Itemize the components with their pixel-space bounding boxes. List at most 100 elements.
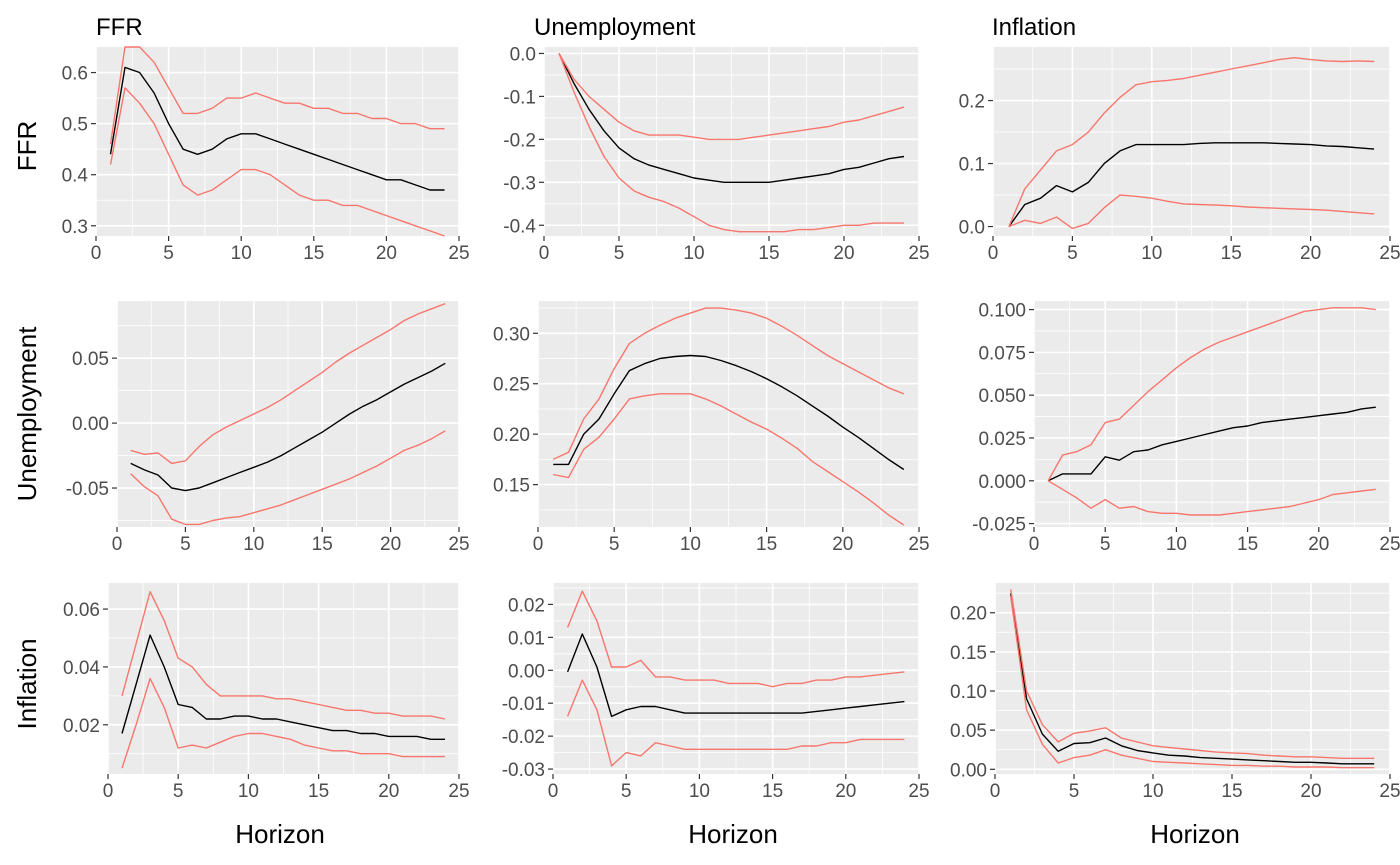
x-tick-label: 0	[91, 243, 102, 264]
x-tick-label: 5	[1069, 781, 1080, 802]
y-tick-label: 0.075	[978, 343, 1026, 364]
lower-band-line-inflation-unemployment	[1047, 480, 1376, 516]
y-tick-label: 0.02	[63, 716, 100, 737]
lower-band-line-ffr-unemployment	[130, 430, 446, 526]
x-tick-label: 10	[683, 243, 704, 264]
x-tick-label: 15	[758, 243, 779, 264]
y-tick-label: 0.01	[508, 628, 545, 649]
y-tick-label: 0.025	[978, 429, 1026, 450]
y-tick-label: -0.03	[502, 760, 545, 781]
y-tick-label: 0.05	[72, 349, 109, 370]
y-tick-label: 0.1	[959, 155, 985, 176]
y-tick-label: 0.00	[950, 760, 987, 781]
x-tick-label: 5	[173, 781, 184, 802]
x-tick-label: 5	[163, 243, 174, 264]
lower-band-line-unemployment-ffr	[558, 53, 904, 233]
panel-inflation-response-inflation: 0 5 10 15 20 25 0.00 0.05 0.10 0.15 0.20	[950, 583, 1400, 802]
panel-inflation-response-ffr: 0 5 10 15 20 25 0.0 0.1 0.2	[959, 47, 1400, 264]
y-tick-label: 0.25	[493, 375, 530, 396]
y-tick-label: 0.10	[950, 682, 987, 703]
panel-ffr-response-inflation: 0 5 10 15 20 25 0.02 0.04 0.06	[63, 583, 470, 802]
row-label-ffr: FFR	[12, 121, 42, 172]
y-tick-label: 0.00	[72, 414, 109, 435]
y-tick-label: 0.000	[978, 472, 1026, 493]
x-tick-label: 5	[614, 243, 625, 264]
x-tick-label: 20	[378, 781, 399, 802]
y-tick-label: 0.04	[63, 658, 100, 679]
lower-band-line-ffr-inflation	[121, 677, 445, 769]
x-tick-label: 20	[832, 534, 853, 555]
estimate-line-unemployment-unemployment	[553, 354, 905, 471]
x-tick-label: 15	[756, 534, 777, 555]
y-tick-label: 0.15	[493, 476, 530, 497]
x-tick-label: 15	[1237, 534, 1258, 555]
column-title-ffr: FFR	[96, 14, 143, 41]
upper-band-line-ffr-inflation	[121, 591, 446, 720]
panel-ffr-response-ffr: 0 5 10 15 20 25 0.3 0.4 0.5 0.6	[62, 46, 470, 264]
x-tick-label: 15	[1221, 781, 1242, 802]
upper-band-line-ffr-unemployment	[130, 302, 446, 465]
x-axis-title-middle: Horizon	[688, 819, 778, 849]
y-tick-label: 0.4	[62, 166, 89, 187]
panel-unemployment-response-inflation: 0 5 10 15 20 25 -0.03 -0.02 -0.01 0.00 0.01 0.02	[502, 583, 930, 802]
upper-band-line-unemployment-inflation	[566, 590, 905, 688]
y-tick-label: 0.15	[950, 643, 987, 664]
y-tick-label: 0.2	[959, 92, 985, 113]
x-tick-label: 5	[1100, 534, 1111, 555]
lower-band-line-ffr-ffr	[109, 87, 445, 237]
x-tick-label: 0	[548, 781, 559, 802]
x-tick-label: 0	[990, 781, 1001, 802]
y-tick-label: -0.3	[503, 173, 536, 194]
y-tick-label: 0.5	[62, 115, 88, 136]
x-tick-label: 0	[103, 781, 114, 802]
y-tick-label: 0.3	[62, 217, 88, 238]
x-tick-label: 0	[539, 243, 550, 264]
lower-band-line-inflation-inflation	[1010, 597, 1375, 769]
estimate-line-unemployment-inflation	[566, 633, 905, 718]
x-tick-label: 25	[448, 534, 469, 555]
upper-band-line-inflation-inflation	[1010, 589, 1375, 759]
row-label-inflation: Inflation	[12, 638, 42, 729]
x-tick-label: 15	[1221, 243, 1242, 264]
x-tick-label: 5	[609, 534, 620, 555]
y-tick-label: 0.20	[493, 425, 530, 446]
y-tick-label: -0.02	[502, 727, 545, 748]
x-tick-label: 0	[112, 534, 123, 555]
estimate-line-ffr-ffr	[109, 66, 445, 191]
y-tick-label: -0.05	[66, 479, 109, 500]
panel-inflation-response-unemployment: 0 5 10 15 20 25 -0.025 0.000 0.025 0.050 0.075 0.10…	[972, 301, 1400, 555]
x-tick-label: 10	[238, 781, 259, 802]
y-tick-label: -0.025	[972, 515, 1026, 536]
x-tick-label: 25	[448, 243, 469, 264]
row-label-unemployment: Unemployment	[12, 326, 42, 502]
x-tick-label: 25	[908, 243, 929, 264]
y-tick-label: -0.2	[503, 130, 536, 151]
x-tick-label: 5	[1067, 243, 1078, 264]
x-tick-label: 20	[1308, 534, 1329, 555]
x-tick-label: 0	[533, 534, 544, 555]
x-tick-label: 0	[988, 243, 999, 264]
x-tick-label: 10	[689, 781, 710, 802]
upper-band-line-unemployment-ffr	[558, 53, 905, 141]
panel-ffr-response-unemployment: 0 5 10 15 20 25 -0.05 0.00 0.05	[66, 301, 470, 555]
y-tick-label: 0.6	[62, 64, 88, 85]
estimate-line-unemployment-ffr	[558, 53, 905, 184]
y-tick-label: 0.0	[510, 44, 536, 65]
x-tick-label: 0	[1029, 534, 1040, 555]
upper-band-line-ffr-ffr	[109, 46, 445, 145]
upper-band-line-inflation-unemployment	[1047, 307, 1376, 482]
x-tick-label: 15	[308, 781, 329, 802]
column-title-inflation: Inflation	[992, 14, 1076, 41]
y-tick-label: 0.02	[508, 595, 545, 616]
x-tick-label: 5	[621, 781, 632, 802]
x-tick-label: 20	[835, 781, 856, 802]
y-tick-label: 0.050	[978, 386, 1026, 407]
x-tick-label: 10	[680, 534, 701, 555]
x-tick-label: 15	[303, 243, 324, 264]
x-tick-label: 20	[833, 243, 854, 264]
x-tick-label: 20	[1300, 781, 1321, 802]
x-tick-label: 25	[1379, 534, 1400, 555]
y-tick-label: -0.01	[502, 694, 545, 715]
x-tick-label: 10	[231, 243, 252, 264]
